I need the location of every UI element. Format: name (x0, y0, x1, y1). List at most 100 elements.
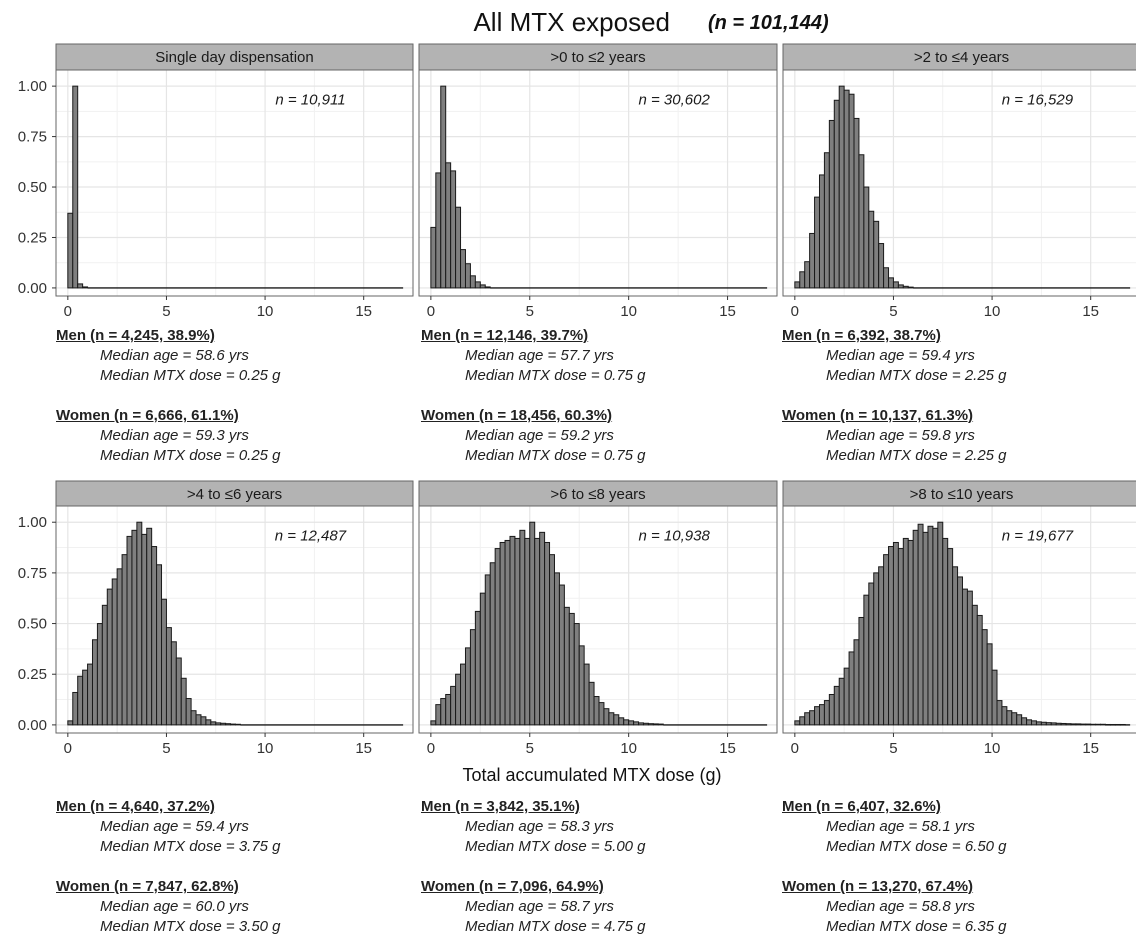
histogram-bar (947, 548, 954, 726)
x-tick-label: 10 (620, 303, 637, 320)
histogram-bar (440, 698, 447, 726)
x-tick-label: 0 (791, 740, 799, 757)
y-tick-label: 1.00 (18, 78, 47, 95)
histogram-bar (435, 172, 442, 289)
histogram-bar (853, 117, 860, 289)
histogram-bar (1026, 719, 1033, 726)
histogram-bar (897, 548, 904, 726)
stats-block-0-2-years: Men (n = 12,146, 39.7%) Median age = 57.… (421, 326, 646, 466)
facet-label: >4 to ≤6 years (187, 486, 282, 503)
x-tick-label: 5 (162, 303, 170, 320)
histogram-bar (623, 719, 630, 726)
histogram-bar (799, 271, 806, 289)
histogram-bar (957, 576, 963, 726)
histogram-bar (195, 714, 202, 726)
histogram-bar (499, 541, 506, 726)
histogram-bar (1016, 714, 1023, 726)
histogram-bar (77, 283, 84, 289)
histogram-bar (126, 535, 133, 726)
histogram-bar (613, 714, 620, 726)
facet-panel: >4 to ≤6 years n = 12,487 0 5 10 15 0.00 0.25 0.… (18, 480, 414, 757)
women-header: Women (n = 6,666, 61.1%) (56, 407, 239, 424)
histogram-bar (588, 681, 595, 726)
stats-block-4-6-years: Men (n = 4,640, 37.2%) Median age = 59.4… (56, 797, 281, 937)
histogram-bar (455, 206, 462, 289)
women-median-age: Median age = 60.0 yrs (100, 898, 249, 915)
histogram-bar (814, 196, 820, 289)
histogram-bar (210, 721, 217, 726)
histogram-bar (82, 669, 89, 726)
histogram-bar (91, 639, 98, 726)
histogram-bar (603, 708, 610, 726)
histogram-bar (971, 604, 978, 726)
facet-panel: >8 to ≤10 years n = 19,677 0 5 10 15 (782, 480, 1136, 757)
facet-label: Single day dispensation (155, 49, 313, 66)
panel-border (418, 505, 778, 734)
x-tick-label: 10 (984, 740, 1001, 757)
histogram-bar (1011, 712, 1018, 726)
facet-strip (782, 480, 1136, 507)
histogram-bar (72, 85, 79, 289)
histogram-bar (524, 537, 531, 726)
x-tick-label: 5 (526, 740, 534, 757)
facet-panel: Single day dispensation n = 10,911 0 5 10 15 0… (18, 43, 414, 320)
histogram-bar (430, 226, 437, 289)
histogram-bar (961, 588, 968, 726)
histogram-bar (878, 566, 885, 726)
histogram-bar (892, 541, 899, 726)
histogram-bar (67, 212, 74, 289)
histogram-bar (180, 677, 187, 726)
histogram-bar (1045, 722, 1052, 726)
y-tick-label: 0.25 (18, 229, 47, 246)
facet-panel: >0 to ≤2 years n = 30,602 0 5 10 15 (418, 43, 778, 320)
histogram-bar (1100, 723, 1106, 726)
histogram-bar (823, 152, 830, 289)
histogram-bar (618, 717, 625, 726)
panel-border (55, 505, 414, 734)
women-header: Women (n = 18,456, 60.3%) (421, 407, 613, 424)
x-tick-label: 0 (64, 303, 72, 320)
histogram-bar (833, 685, 840, 726)
histogram-bar (484, 574, 491, 726)
histogram-bar (101, 604, 108, 726)
histogram-bar (1035, 721, 1042, 726)
histogram-bar (583, 663, 590, 726)
x-tick-label: 0 (427, 740, 435, 757)
histogram-bar (828, 119, 835, 289)
facet-strip (782, 43, 1136, 71)
panel-background (56, 70, 413, 296)
histogram-bar (927, 525, 934, 726)
histogram-bar (440, 85, 447, 289)
histogram-bar (814, 706, 820, 726)
sample-size-label: n = 10,938 (638, 527, 710, 544)
histogram-bar (82, 286, 89, 289)
histogram-bar (1065, 723, 1072, 726)
histogram-bar (608, 712, 615, 726)
histogram-bar (878, 243, 885, 289)
histogram-bar (922, 531, 929, 726)
histogram-bar (539, 531, 546, 726)
histogram-bar (863, 186, 870, 289)
histogram-bar (230, 723, 236, 726)
histogram-bar (1055, 722, 1062, 726)
x-tick-label: 10 (257, 740, 274, 757)
histogram-bar (598, 702, 605, 726)
women-header: Women (n = 13,270, 67.4%) (782, 878, 974, 895)
men-header: Men (n = 6,392, 38.7%) (782, 327, 941, 344)
panel-border (418, 69, 778, 297)
histogram-bar (883, 267, 890, 289)
histogram-bar (868, 210, 875, 289)
histogram-bar (858, 154, 865, 289)
histogram-bar (794, 281, 801, 289)
histogram-bar (1075, 723, 1082, 726)
histogram-bar (912, 529, 919, 726)
men-median-age: Median age = 58.6 yrs (100, 347, 249, 364)
y-tick-label: 1.00 (18, 514, 47, 531)
histogram-bar (450, 170, 457, 289)
women-median-dose: Median MTX dose = 6.35 g (826, 918, 1007, 935)
women-median-dose: Median MTX dose = 2.25 g (826, 447, 1007, 464)
histogram-bar (1119, 723, 1126, 726)
histogram-bar (170, 641, 177, 726)
histogram-bar (553, 572, 560, 726)
histogram-bar (848, 651, 855, 726)
